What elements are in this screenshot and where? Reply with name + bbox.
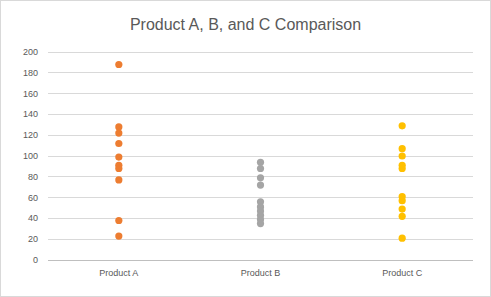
chart-container: Product A, B, and C Comparison 0 20 40 60 80 1… — [0, 0, 491, 297]
data-point — [115, 165, 122, 172]
y-tick-label: 20 — [28, 234, 38, 244]
y-tick-label: 40 — [28, 213, 38, 223]
y-tick-label: 80 — [28, 172, 38, 182]
data-point — [399, 213, 406, 220]
grid-line — [48, 93, 473, 94]
grid-line — [48, 260, 473, 261]
data-point — [399, 205, 406, 212]
data-point — [257, 159, 264, 166]
data-point — [115, 61, 122, 68]
y-tick-label: 100 — [23, 151, 38, 161]
data-point — [399, 122, 406, 129]
data-point — [399, 197, 406, 204]
y-tick-label: 120 — [23, 130, 38, 140]
data-point — [115, 153, 122, 160]
data-point — [115, 130, 122, 137]
data-point — [257, 220, 264, 227]
grid-line — [48, 156, 473, 157]
grid-line — [48, 114, 473, 115]
data-point — [115, 217, 122, 224]
chart-svg: Product A, B, and C Comparison 0 20 40 60 80 1… — [0, 0, 491, 297]
plot-area — [115, 61, 406, 242]
x-tick-label: Product A — [99, 268, 138, 278]
data-point — [399, 165, 406, 172]
y-tick-label: 200 — [23, 47, 38, 57]
data-point — [399, 145, 406, 152]
chart-title: Product A, B, and C Comparison — [130, 16, 361, 33]
y-tick-label: 0 — [33, 255, 38, 265]
data-point — [257, 165, 264, 172]
data-point — [257, 182, 264, 189]
x-tick-label: Product C — [382, 268, 423, 278]
x-tick-label: Product B — [241, 268, 281, 278]
grid-line — [48, 197, 473, 198]
y-tick-label: 180 — [23, 68, 38, 78]
chart-border — [1, 1, 491, 297]
y-tick-label: 140 — [23, 109, 38, 119]
data-point — [399, 235, 406, 242]
data-point — [399, 152, 406, 159]
grid-line — [48, 52, 473, 53]
data-point — [115, 123, 122, 130]
data-point — [115, 232, 122, 239]
data-point — [115, 140, 122, 147]
grid-line — [48, 135, 473, 136]
data-point — [257, 174, 264, 181]
data-point — [115, 176, 122, 183]
grid-line — [48, 239, 473, 240]
y-tick-label: 60 — [28, 193, 38, 203]
y-tick-label: 160 — [23, 89, 38, 99]
grid-line — [48, 72, 473, 73]
